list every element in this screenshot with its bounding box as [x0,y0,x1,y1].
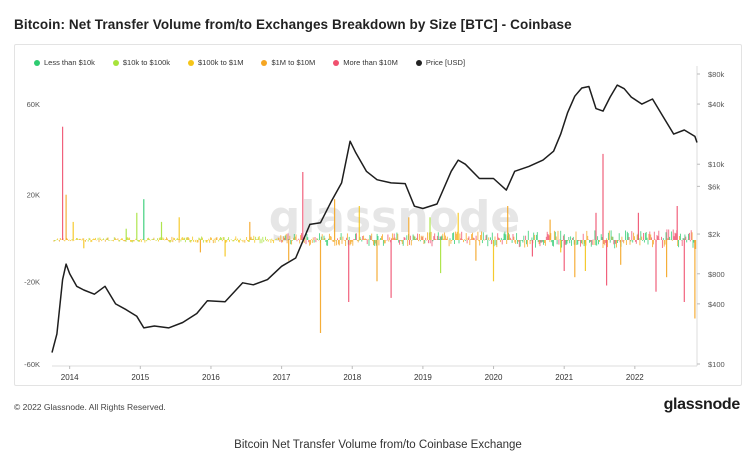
price-line [51,84,698,353]
legend-swatch [415,59,422,66]
left-tick-label: 20K [27,191,40,200]
left-tick-label: 60K [27,100,40,109]
legend-swatch [112,59,119,66]
legend-item-10k-to-100k[interactable]: $10k to $100k [112,58,170,67]
right-tick-label: $100 [708,360,725,369]
x-tick-label: 2021 [555,373,573,382]
right-tick-label: $6k [708,182,720,191]
x-tick-label: 2020 [485,373,503,382]
legend-item-price-usd[interactable]: Price [USD] [415,58,466,67]
chart-legend: Less than $10k $10k to $100k $100k to $1… [34,58,483,67]
copyright-text: © 2022 Glassnode. All Rights Reserved. [14,402,166,412]
left-tick-label: -20K [24,277,40,286]
right-tick-label: $800 [708,270,725,279]
x-tick-label: 2022 [626,373,644,382]
legend-item-100k-to-1m[interactable]: $100k to $1M [188,58,243,67]
legend-label: More than $10M [343,58,398,67]
right-tick-label: $2k [708,230,720,239]
right-tick-label: $40k [708,100,725,109]
x-tick-label: 2015 [131,373,149,382]
legend-swatch [34,59,40,66]
x-tick-label: 2019 [414,373,432,382]
legend-label: $100k to $1M [198,58,244,67]
legend-swatch [333,59,340,66]
x-tick-label: 2014 [61,373,79,382]
left-tick-label: -60K [24,360,40,369]
legend-swatch [261,59,268,66]
x-tick-label: 2016 [202,373,220,382]
right-tick-label: $80k [708,70,725,79]
legend-label: Price [USD] [425,58,466,67]
right-tick-label: $400 [708,300,725,309]
legend-label: Less than $10k [44,58,95,67]
legend-item-less-than-10k[interactable]: Less than $10k [34,58,95,67]
x-tick-label: 2017 [273,373,291,382]
legend-label: $1M to $10M [271,58,316,67]
x-tick-label: 2018 [343,373,361,382]
figure-caption: Bitcoin Net Transfer Volume from/to Coin… [234,439,522,451]
glassnode-logo: glassnode [663,396,741,413]
right-tick-label: $10k [708,160,725,169]
legend-item-1m-to-10m[interactable]: $1M to $10M [261,58,315,67]
legend-item-more-than-10m[interactable]: More than $10M [333,58,398,67]
legend-label: $10k to $100k [122,58,170,67]
chart-frame [14,44,742,386]
legend-swatch [188,59,194,66]
chart-title: Bitcoin: Net Transfer Volume from/to Exc… [14,17,572,32]
